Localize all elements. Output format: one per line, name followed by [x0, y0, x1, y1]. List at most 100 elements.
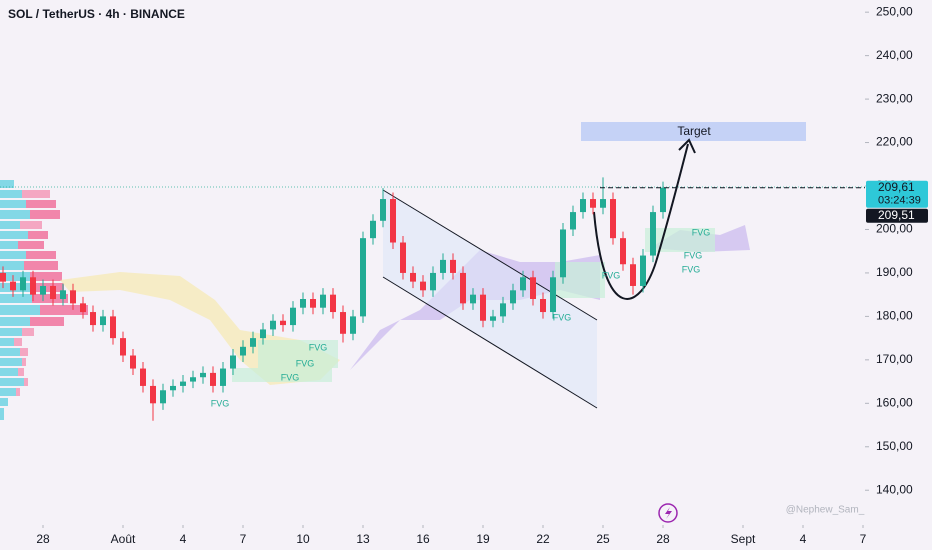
fvg-zones: [232, 228, 715, 382]
candle-body: [650, 212, 656, 256]
candle-body: [280, 320, 286, 326]
candle-body: [260, 329, 266, 339]
candle-body: [310, 299, 316, 308]
second-price-box: [866, 208, 928, 223]
last-price-box: [866, 180, 928, 208]
target-label: Target: [677, 124, 711, 138]
candle-body: [270, 320, 276, 330]
y-tick-label: 220,00: [876, 135, 913, 149]
chart-title: SOL / TetherUS · 4h · BINANCE: [8, 7, 185, 21]
x-tick-label: 7: [240, 532, 247, 546]
x-tick-label: 16: [416, 532, 430, 546]
x-tick-label: 13: [356, 532, 370, 546]
candle-body: [460, 272, 466, 304]
last-price-label: 209,61: [878, 180, 915, 194]
candle-body: [560, 229, 566, 278]
candle-body: [0, 272, 6, 282]
channel-line: [382, 276, 598, 409]
x-tick-label: Sept: [731, 532, 756, 546]
x-tick-label: 4: [800, 532, 807, 546]
candle-body: [190, 377, 196, 382]
candle-body: [10, 281, 16, 291]
candle-body: [20, 277, 26, 291]
candle-body: [630, 264, 636, 286]
candle-body: [390, 199, 396, 243]
y-tick-label: 250,00: [876, 4, 913, 18]
candle-body: [370, 220, 376, 239]
fvg-label: FVG: [553, 312, 572, 322]
channel-fill: [383, 190, 597, 408]
fvg-label: FVG: [684, 250, 703, 260]
channel-line: [382, 189, 598, 321]
candle-body: [490, 316, 496, 321]
candle-body: [420, 281, 426, 291]
candle-body: [50, 285, 56, 300]
x-tick-label: 22: [536, 532, 550, 546]
candle-body: [160, 390, 166, 404]
candle-body: [130, 355, 136, 369]
candle-body: [440, 259, 446, 273]
x-tick-label: 4: [180, 532, 187, 546]
fvg-label: FVG: [281, 372, 300, 382]
candle-body: [40, 285, 46, 295]
y-tick-label: 160,00: [876, 395, 913, 409]
candle-body: [660, 187, 666, 213]
watermark: @Nephew_Sam_: [786, 505, 865, 516]
candle-body: [290, 307, 296, 326]
candle-body: [520, 277, 526, 291]
candle-body: [620, 238, 626, 265]
candle-body: [380, 199, 386, 221]
target-zone: [581, 122, 806, 141]
y-tick-label: 150,00: [876, 439, 913, 453]
y-tick-label: 170,00: [876, 352, 913, 366]
candle-body: [240, 346, 246, 356]
x-tick-label: 28: [36, 532, 50, 546]
candle-body: [70, 290, 76, 304]
candle-body: [90, 312, 96, 326]
second-price-label: 209,51: [878, 208, 915, 222]
alert-icon-bolt: [665, 507, 672, 519]
candle-body: [150, 385, 156, 404]
candle-body: [110, 316, 116, 339]
candle-body: [220, 368, 226, 386]
candle-body: [530, 277, 536, 300]
candle-body: [610, 199, 616, 239]
fvg-label: FVG: [602, 270, 621, 280]
arrow-head: [678, 138, 696, 154]
alert-icon[interactable]: [658, 503, 678, 523]
candle-body: [180, 381, 186, 386]
y-tick-label: 140,00: [876, 482, 913, 496]
y-tick-label: 240,00: [876, 48, 913, 62]
fvg-label: FVG: [211, 398, 230, 408]
candle-body: [300, 299, 306, 308]
candle-body: [600, 199, 606, 208]
x-tick-label: 28: [656, 532, 670, 546]
candle-body: [170, 385, 176, 391]
candle-body: [580, 199, 586, 213]
candle-body: [350, 316, 356, 334]
y-tick-label: 190,00: [876, 265, 913, 279]
candle-body: [430, 272, 436, 291]
candle-body: [570, 212, 576, 230]
candle-body: [60, 290, 66, 300]
candle-body: [400, 242, 406, 273]
candle-body: [340, 312, 346, 334]
countdown-label: 03:24:39: [878, 195, 921, 207]
candle-body: [320, 294, 326, 308]
fvg-label: FVG: [296, 358, 315, 368]
x-tick-label: 19: [476, 532, 490, 546]
candle-body: [550, 277, 556, 313]
candle-body: [30, 277, 36, 295]
candle-body: [120, 338, 126, 356]
y-tick-label: 200,00: [876, 222, 913, 236]
candle-body: [590, 199, 596, 208]
fvg-label: FVG: [682, 264, 701, 274]
candle-body: [210, 372, 216, 386]
candle-body: [500, 303, 506, 317]
candle-body: [200, 372, 206, 378]
fvg-label: FVG: [692, 227, 711, 237]
candle-body: [230, 355, 236, 369]
candle-body: [410, 272, 416, 282]
candle-body: [250, 338, 256, 347]
